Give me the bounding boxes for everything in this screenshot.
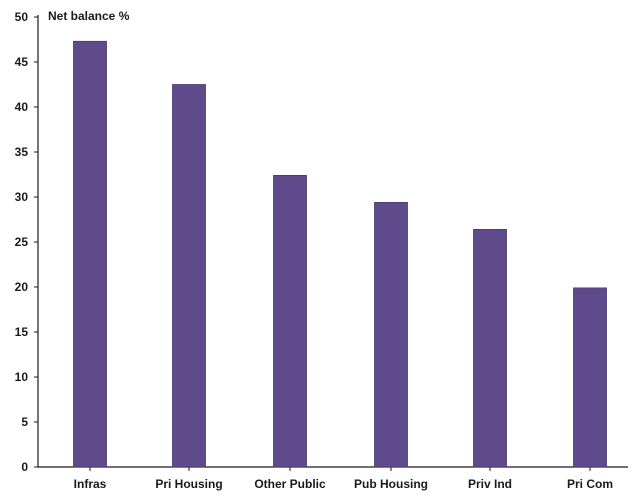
- x-tick-label: Priv Ind: [468, 477, 512, 491]
- y-tick-label: 45: [15, 55, 29, 69]
- x-tick-label: Pri Housing: [155, 477, 222, 491]
- bar-pri-com: [573, 287, 607, 468]
- x-tick-label: Infras: [74, 477, 107, 491]
- y-tick-label: 25: [15, 235, 29, 249]
- y-tick-label: 10: [15, 370, 29, 384]
- bar-pub-housing: [374, 201, 408, 468]
- labels: 0 5 10 15 20 25 30 35 40 45 50 Infras Pri Housing Oth…: [15, 10, 613, 491]
- x-tick-label: Pub Housing: [354, 477, 428, 491]
- y-tick-label: 5: [21, 415, 28, 429]
- bars: [73, 40, 607, 468]
- y-tick-label: 35: [15, 145, 29, 159]
- y-tick-label: 40: [15, 100, 29, 114]
- bar-pri-housing: [172, 84, 206, 468]
- axes: [34, 15, 628, 471]
- y-tick-label: 20: [15, 280, 29, 294]
- bar-other-public: [273, 174, 307, 468]
- x-tick-label: Pri Com: [567, 477, 613, 491]
- y-tick-label: 15: [15, 325, 29, 339]
- y-axis-title: Net balance %: [48, 9, 130, 23]
- y-tick-label: 0: [21, 460, 28, 474]
- x-tick-label: Other Public: [254, 477, 326, 491]
- bar-priv-ind: [473, 228, 507, 468]
- y-tick-label: 30: [15, 190, 29, 204]
- bar-infras: [73, 40, 107, 468]
- y-tick-label: 50: [15, 10, 29, 24]
